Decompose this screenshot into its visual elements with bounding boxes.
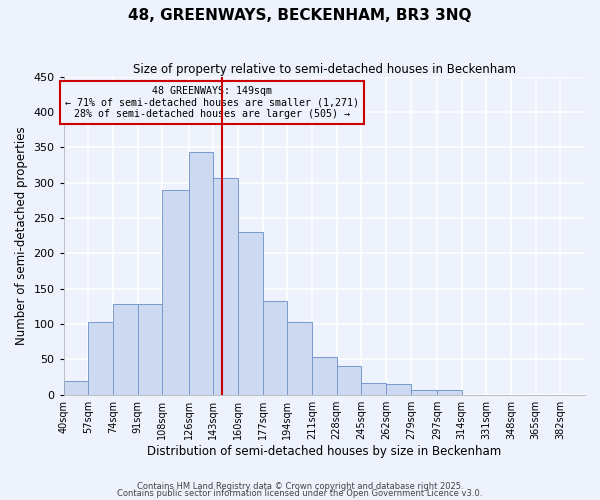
Y-axis label: Number of semi-detached properties: Number of semi-detached properties bbox=[15, 126, 28, 345]
X-axis label: Distribution of semi-detached houses by size in Beckenham: Distribution of semi-detached houses by … bbox=[147, 444, 502, 458]
Bar bbox=[337, 366, 361, 394]
Bar bbox=[437, 390, 461, 394]
Text: Contains public sector information licensed under the Open Government Licence v3: Contains public sector information licen… bbox=[118, 489, 482, 498]
Bar bbox=[163, 190, 188, 394]
Bar bbox=[138, 304, 163, 394]
Bar bbox=[411, 390, 437, 394]
Bar bbox=[213, 178, 238, 394]
Bar bbox=[88, 322, 113, 394]
Bar bbox=[361, 382, 386, 394]
Title: Size of property relative to semi-detached houses in Beckenham: Size of property relative to semi-detach… bbox=[133, 62, 516, 76]
Bar bbox=[312, 358, 337, 395]
Text: 48, GREENWAYS, BECKENHAM, BR3 3NQ: 48, GREENWAYS, BECKENHAM, BR3 3NQ bbox=[128, 8, 472, 22]
Bar bbox=[287, 322, 312, 394]
Bar bbox=[64, 380, 88, 394]
Bar bbox=[263, 300, 287, 394]
Text: Contains HM Land Registry data © Crown copyright and database right 2025.: Contains HM Land Registry data © Crown c… bbox=[137, 482, 463, 491]
Bar bbox=[188, 152, 213, 394]
Text: 48 GREENWAYS: 149sqm
← 71% of semi-detached houses are smaller (1,271)
28% of se: 48 GREENWAYS: 149sqm ← 71% of semi-detac… bbox=[65, 86, 359, 120]
Bar bbox=[238, 232, 263, 394]
Bar bbox=[113, 304, 138, 394]
Bar bbox=[386, 384, 411, 394]
